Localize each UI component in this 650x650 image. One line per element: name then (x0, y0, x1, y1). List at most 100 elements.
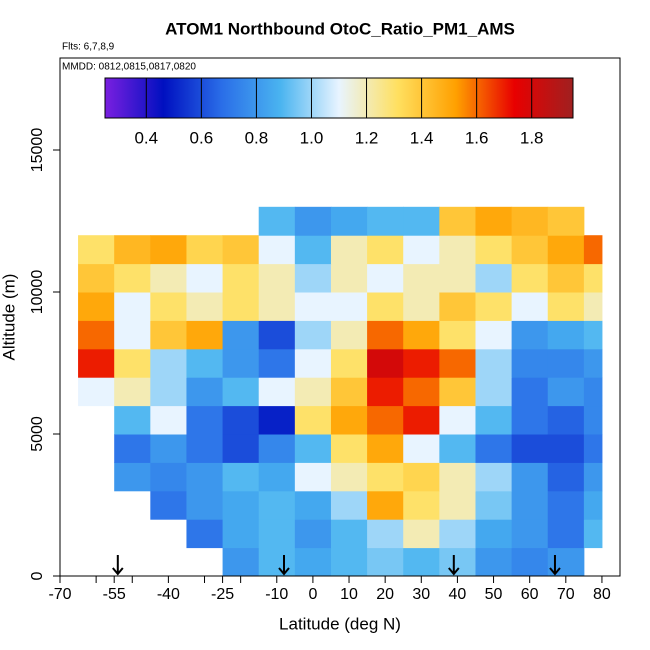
cell (439, 348, 476, 378)
cell (294, 206, 332, 236)
cell (475, 320, 513, 350)
cell (186, 320, 224, 350)
cell (403, 519, 440, 549)
cell (330, 377, 368, 407)
cell (114, 320, 151, 350)
cell (367, 235, 404, 265)
cell (439, 377, 476, 407)
cell (439, 490, 476, 520)
cell (439, 292, 476, 321)
cell (475, 292, 513, 321)
cell (294, 519, 332, 549)
colorbar-tick-label: 1.4 (410, 128, 434, 147)
cell (367, 547, 404, 577)
cell (150, 377, 187, 407)
cell (78, 235, 115, 265)
cell (114, 263, 151, 293)
cell (330, 462, 368, 492)
colorbar-tick-label: 0.4 (134, 128, 158, 147)
cell (583, 490, 603, 520)
cell (547, 519, 585, 549)
cell (403, 405, 440, 435)
cell (583, 348, 603, 378)
cell (150, 462, 187, 492)
y-tick-label: 5000 (29, 416, 46, 452)
cell (114, 462, 151, 492)
cell (186, 263, 224, 293)
cell (222, 519, 260, 549)
cell (150, 434, 187, 463)
x-tick-label: 80 (593, 586, 611, 603)
cell (511, 292, 549, 321)
cell (511, 547, 549, 577)
cell (475, 462, 513, 492)
x-tick-label: 70 (557, 586, 575, 603)
cell (258, 519, 296, 549)
chart-title: ATOM1 Northbound OtoC_Ratio_PM1_AMS (165, 19, 515, 38)
cell (222, 434, 260, 463)
cell (258, 377, 296, 407)
cell (294, 263, 332, 293)
cell (511, 519, 549, 549)
cell (330, 292, 368, 321)
colorbar-tick-label: 1.8 (520, 128, 544, 147)
cell (439, 462, 476, 492)
cell (511, 405, 549, 435)
y-tick-label: 0 (29, 571, 46, 580)
cell (78, 320, 115, 350)
cell (330, 490, 368, 520)
cell (78, 377, 115, 407)
arrow (549, 555, 561, 576)
cell (222, 547, 260, 577)
cell (186, 519, 224, 549)
cell (150, 235, 187, 265)
x-tick-label: 20 (376, 586, 394, 603)
cell (547, 320, 585, 350)
cell (294, 434, 332, 463)
cell (114, 292, 151, 321)
cell (583, 235, 603, 265)
cell (403, 462, 440, 492)
cell (222, 490, 260, 520)
cell (258, 547, 296, 577)
cell (258, 348, 296, 378)
cell (403, 206, 440, 236)
cell (511, 377, 549, 407)
cell (367, 405, 404, 435)
cell (583, 377, 603, 407)
cell (583, 462, 603, 492)
cell (367, 292, 404, 321)
cell (150, 292, 187, 321)
x-tick-label: 30 (412, 586, 430, 603)
cell (367, 348, 404, 378)
cell (222, 405, 260, 435)
cell (511, 434, 549, 463)
cell (78, 292, 115, 321)
cell (294, 405, 332, 435)
cell (78, 348, 115, 378)
cell (330, 320, 368, 350)
cell (511, 348, 549, 378)
cell (222, 320, 260, 350)
cell (475, 235, 513, 265)
cell (258, 263, 296, 293)
cell (114, 377, 151, 407)
cell (403, 263, 440, 293)
cell (367, 519, 404, 549)
cell (150, 320, 187, 350)
x-tick-label: 50 (485, 586, 503, 603)
cell (258, 434, 296, 463)
cell (258, 206, 296, 236)
cell (150, 263, 187, 293)
cell (330, 519, 368, 549)
cell (186, 490, 224, 520)
cell (439, 547, 476, 577)
cell (511, 263, 549, 293)
cell (547, 263, 585, 293)
cell (403, 320, 440, 350)
cell (330, 405, 368, 435)
arrow (278, 555, 290, 576)
cell (367, 490, 404, 520)
cell (150, 348, 187, 378)
colorbar-tick-label: 0.8 (245, 128, 269, 147)
